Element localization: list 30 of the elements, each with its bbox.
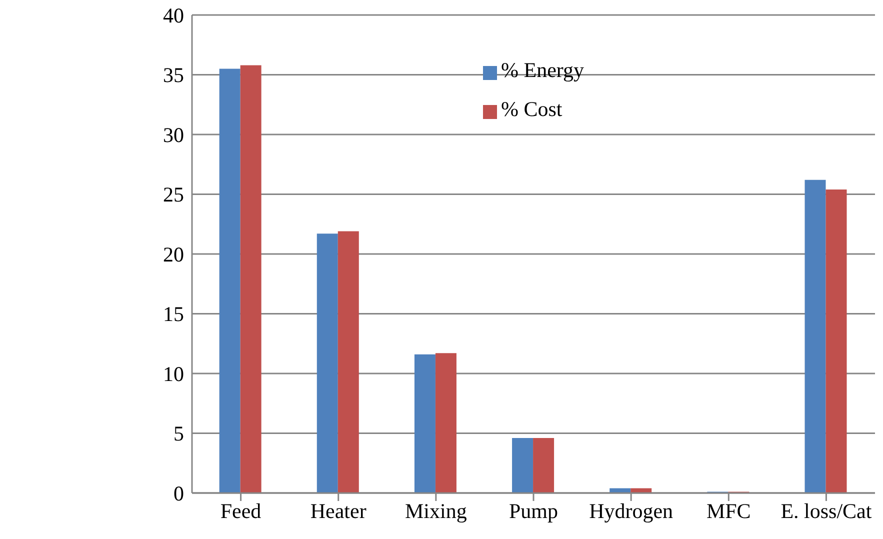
bar bbox=[338, 231, 359, 493]
y-tick-label: 25 bbox=[163, 182, 184, 207]
bar bbox=[610, 488, 631, 493]
legend-label: % Energy bbox=[501, 58, 584, 82]
x-tick-label: MFC bbox=[706, 498, 751, 523]
x-tick-label: Pump bbox=[508, 498, 558, 523]
bar bbox=[435, 353, 456, 493]
y-tick-label: 5 bbox=[174, 422, 184, 446]
bar bbox=[240, 65, 262, 493]
x-tick-label: Heater bbox=[310, 498, 366, 523]
x-tick-label: E. loss/Cat bbox=[780, 498, 872, 523]
bar bbox=[219, 68, 240, 493]
bar bbox=[414, 354, 436, 493]
y-tick-label: 10 bbox=[163, 362, 184, 386]
x-tick-label: Mixing bbox=[405, 498, 468, 523]
y-tick-label: 40 bbox=[163, 3, 184, 28]
legend-label: % Cost bbox=[501, 97, 562, 121]
y-tick-label: 15 bbox=[163, 302, 184, 326]
bar bbox=[826, 189, 847, 493]
y-tick-label: 20 bbox=[163, 242, 184, 266]
x-tick-label: Feed bbox=[220, 498, 262, 523]
bar bbox=[512, 438, 534, 493]
y-tick-label: 30 bbox=[163, 122, 184, 147]
y-tick-label: 0 bbox=[174, 481, 184, 506]
bar bbox=[630, 488, 652, 493]
y-tick-label: 35 bbox=[163, 63, 184, 88]
x-tick-label: Hydrogen bbox=[589, 498, 674, 523]
bar bbox=[804, 180, 826, 493]
bar bbox=[316, 234, 338, 493]
bar bbox=[533, 438, 554, 493]
